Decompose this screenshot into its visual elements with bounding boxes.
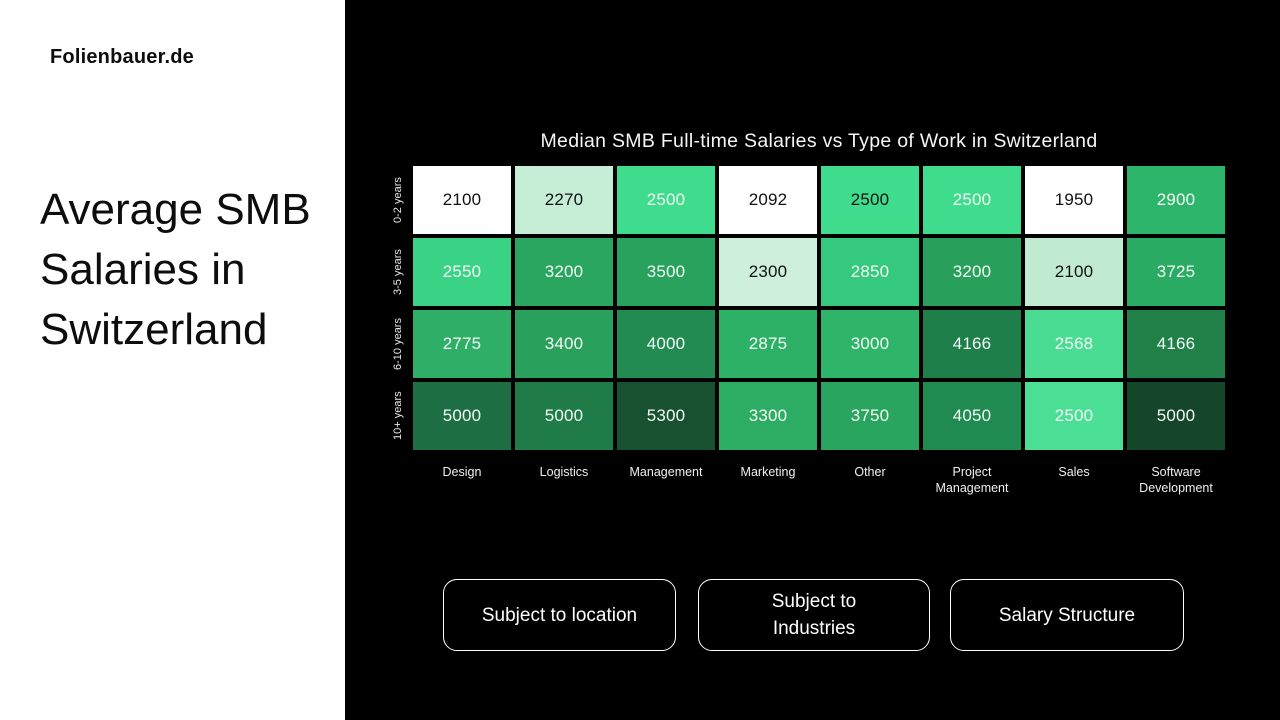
heatmap-cell: 4000 [617, 310, 715, 378]
y-axis-tick-label: 0-2 years [392, 177, 404, 223]
heatmap-cell: 2500 [821, 166, 919, 234]
chart-title: Median SMB Full-time Salaries vs Type of… [540, 130, 1098, 152]
heatmap-cell: 3200 [515, 238, 613, 306]
heatmap-cell: 2500 [923, 166, 1021, 234]
y-axis-tick-label: 10+ years [392, 391, 404, 441]
heatmap-cell: 3400 [515, 310, 613, 378]
heatmap-cell: 1950 [1025, 166, 1123, 234]
heatmap-cell: 3000 [821, 310, 919, 378]
slide-title-line: Average SMB [40, 185, 311, 234]
x-axis-tick-label: Logistics [539, 465, 589, 479]
heatmap-cell: 5300 [617, 382, 715, 450]
heatmap-cell: 2270 [515, 166, 613, 234]
heatmap-cell: 4166 [923, 310, 1021, 378]
y-axis-tick-label: 6-10 years [392, 318, 404, 370]
heatmap-cell: 3500 [617, 238, 715, 306]
heatmap-cell: 2850 [821, 238, 919, 306]
heatmap-x-axis: Design Logistics Management Marketing Other P… [413, 463, 1225, 496]
heatmap-cell: 2500 [617, 166, 715, 234]
button-label: Subject to location [481, 604, 638, 626]
heatmap-cell: 2300 [719, 238, 817, 306]
x-axis-tick-label: Sales [1058, 465, 1090, 479]
brand-logo: Folienbauer.de [50, 46, 194, 68]
heatmap-cell: 3300 [719, 382, 817, 450]
heatmap-cell: 3200 [923, 238, 1021, 306]
subject-to-location-button[interactable]: Subject to location [443, 579, 676, 651]
heatmap-y-axis: 0-2 years 3-5 years 6-10 years 10+ years [388, 166, 408, 450]
slide-title: Average SMB Salaries in Switzerland [40, 180, 311, 360]
heatmap-cell: 2550 [413, 238, 511, 306]
heatmap-cell: 4166 [1127, 310, 1225, 378]
slide-title-line: Salaries in [40, 245, 246, 294]
sidebar: Folienbauer.de Average SMB Salaries in Swi… [0, 0, 345, 720]
heatmap-cell: 5000 [515, 382, 613, 450]
subject-to-industries-button[interactable]: Subject to Industries [698, 579, 930, 651]
heatmap-cell: 2500 [1025, 382, 1123, 450]
heatmap-cell: 3725 [1127, 238, 1225, 306]
heatmap-cell: 2900 [1127, 166, 1225, 234]
button-label: Subject to Industries [771, 591, 857, 639]
x-axis-tick-label: Project Management [935, 465, 1009, 495]
x-axis-tick-label: Design [442, 465, 482, 479]
heatmap-cell: 3750 [821, 382, 919, 450]
heatmap-cell: 2875 [719, 310, 817, 378]
button-label: Salary Structure [998, 604, 1136, 626]
x-axis-tick-label: Other [854, 465, 886, 479]
x-axis-tick-label: Software Development [1139, 465, 1213, 495]
heatmap-cell: 4050 [923, 382, 1021, 450]
x-axis-tick-label: Marketing [740, 465, 796, 479]
slide-title-line: Switzerland [40, 305, 268, 354]
heatmap-cell: 5000 [413, 382, 511, 450]
heatmap-cell: 5000 [1127, 382, 1225, 450]
heatmap: 2100 2270 2500 2092 2500 2500 1950 2900 2550 3200… [413, 166, 1225, 450]
heatmap-cell: 2092 [719, 166, 817, 234]
heatmap-cell: 2100 [1025, 238, 1123, 306]
heatmap-cell: 2775 [413, 310, 511, 378]
heatmap-cell: 2568 [1025, 310, 1123, 378]
y-axis-tick-label: 3-5 years [392, 249, 404, 295]
heatmap-cell: 2100 [413, 166, 511, 234]
salary-structure-button[interactable]: Salary Structure [950, 579, 1184, 651]
x-axis-tick-label: Management [629, 465, 703, 479]
